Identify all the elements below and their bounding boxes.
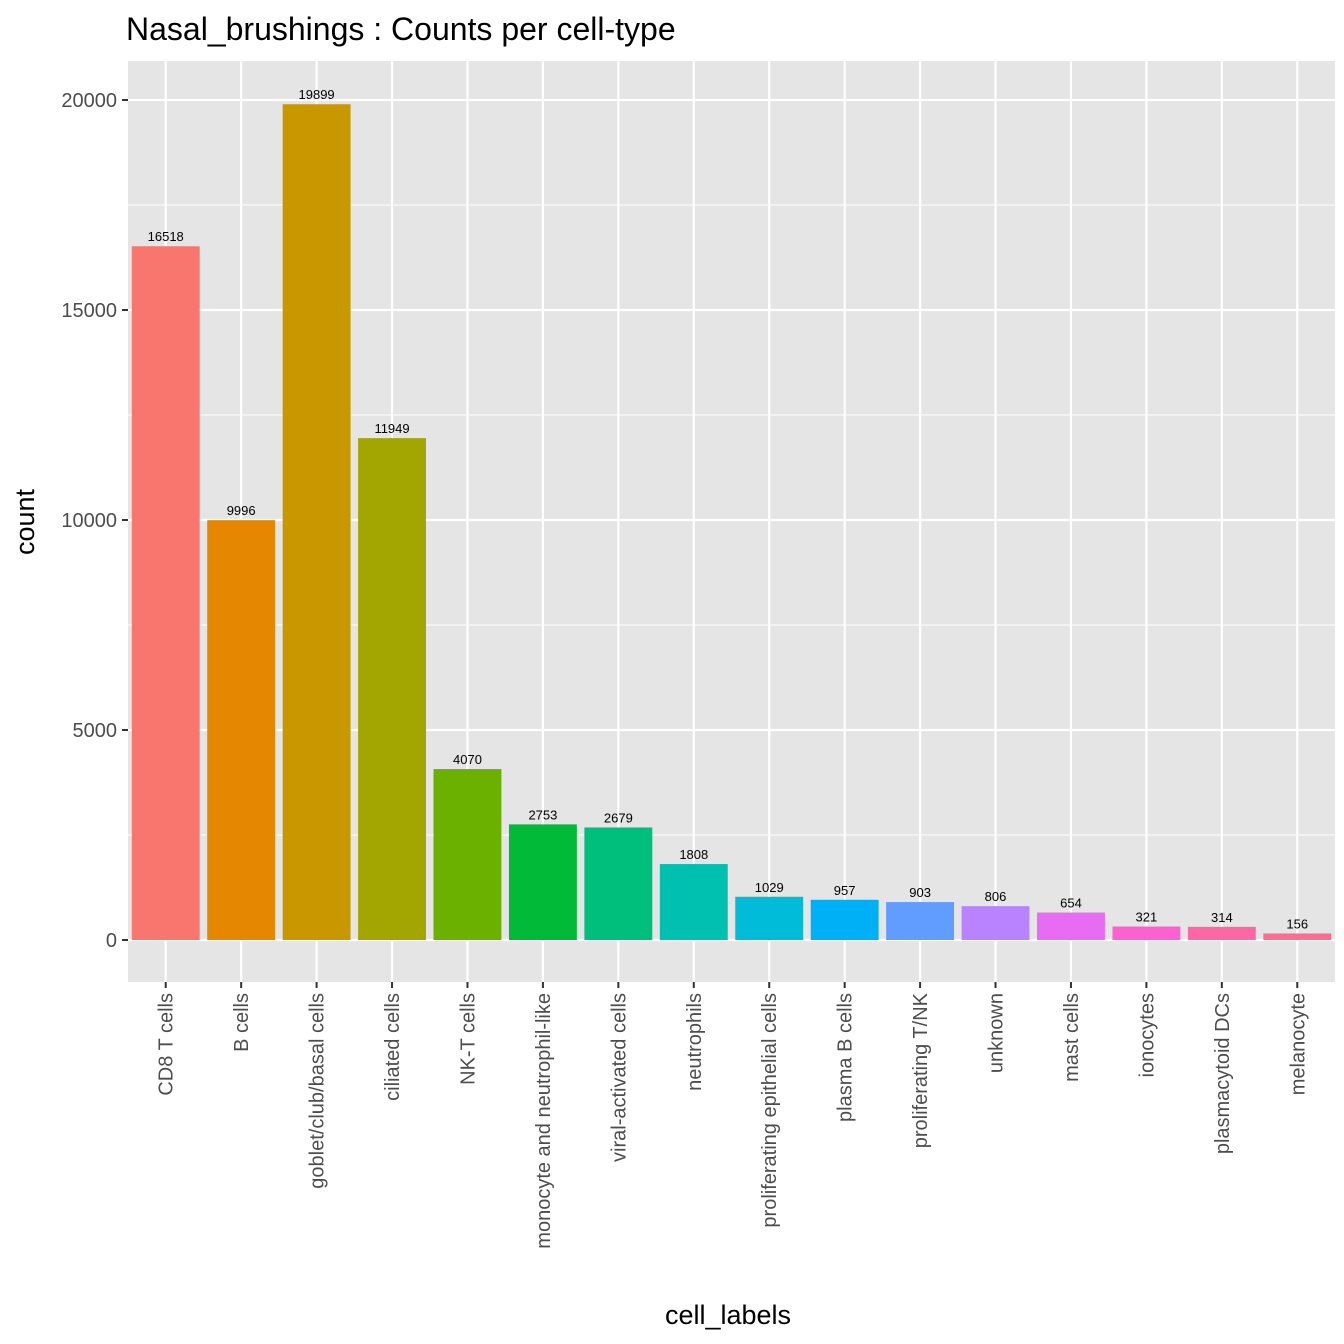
bar	[735, 896, 804, 940]
bar-value-label: 2753	[528, 807, 557, 822]
bar-value-label: 4070	[453, 752, 482, 767]
x-tick-label: melanocyte	[1287, 993, 1309, 1095]
bar	[207, 520, 276, 940]
y-tick-label: 20000	[61, 90, 117, 112]
bar	[358, 438, 426, 940]
x-tick-label: proliferating epithelial cells	[759, 993, 781, 1228]
bar	[1187, 926, 1256, 940]
bar-value-label: 957	[834, 883, 856, 898]
bar-value-labels: 16518 9996 19899 11949 4070 2753 2679 1808 1029 9…	[148, 87, 1308, 931]
bar-value-label: 903	[909, 885, 931, 900]
bar	[508, 824, 577, 940]
x-tick-label: plasmacytoid DCs	[1212, 993, 1234, 1154]
x-tick-label: NK-T cells	[457, 993, 479, 1085]
x-axis-title: cell_labels	[665, 1300, 791, 1330]
bar-value-label: 19899	[299, 87, 335, 102]
x-tick-label: proliferating T/NK	[910, 992, 932, 1148]
bar	[1263, 933, 1332, 940]
bar-value-label: 321	[1136, 910, 1158, 925]
y-axis-title: count	[10, 488, 40, 555]
x-tick-label: CD8 T cells	[156, 993, 178, 1096]
bar	[282, 104, 351, 940]
x-tick-label: viral-activated cells	[608, 993, 630, 1162]
bar-value-label: 156	[1286, 916, 1308, 931]
y-tick-label: 0	[106, 930, 117, 952]
bar	[961, 906, 1030, 940]
bar-value-label: 1029	[755, 880, 784, 895]
x-tick-label: unknown	[986, 993, 1008, 1073]
bar-value-label: 1808	[679, 847, 708, 862]
bar	[433, 769, 502, 940]
bar	[810, 899, 879, 940]
bar	[886, 902, 955, 940]
y-axis: 0 5000 10000 15000 20000	[61, 90, 128, 952]
bar-value-label: 11949	[374, 421, 409, 436]
bar	[659, 864, 728, 940]
y-tick-label: 15000	[61, 300, 117, 322]
bar	[1112, 926, 1181, 940]
y-tick-label: 10000	[61, 510, 117, 532]
bar-value-label: 2679	[604, 810, 633, 825]
x-tick-label: plasma B cells	[835, 993, 857, 1122]
bars	[131, 104, 1332, 940]
chart-title: Nasal_brushings : Counts per cell-type	[126, 11, 676, 47]
x-tick-label: ionocytes	[1136, 993, 1158, 1078]
bar	[1037, 912, 1105, 940]
y-tick-label: 5000	[73, 720, 118, 742]
bar-value-label: 9996	[227, 503, 256, 518]
bar-value-label: 314	[1211, 910, 1233, 925]
x-axis: CD8 T cells B cells goblet/club/basal cell…	[156, 982, 1309, 1249]
bar-value-label: 806	[985, 889, 1007, 904]
x-tick-label: monocyte and neutrophil-like	[533, 993, 555, 1249]
bar	[131, 246, 200, 940]
x-tick-label: mast cells	[1061, 993, 1083, 1082]
x-tick-label: goblet/club/basal cells	[307, 993, 329, 1189]
x-tick-label: ciliated cells	[382, 993, 404, 1101]
x-tick-label: neutrophils	[684, 993, 706, 1091]
bar	[584, 827, 653, 940]
x-tick-label: B cells	[231, 993, 253, 1052]
bar-value-label: 654	[1060, 896, 1082, 911]
bar-value-label: 16518	[148, 229, 184, 244]
